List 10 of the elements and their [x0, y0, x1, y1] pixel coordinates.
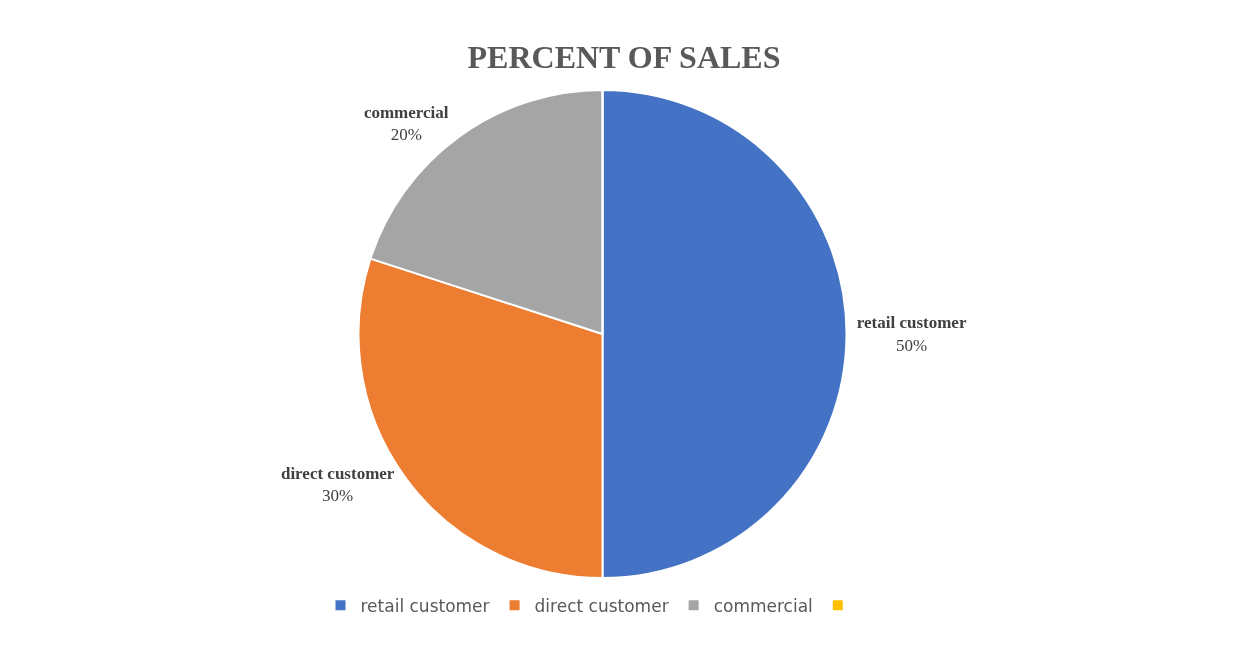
slice-label: commercial — [363, 102, 449, 122]
data-label: 20% — [390, 124, 422, 144]
legend-label: direct customer — [534, 595, 669, 616]
legend-label: commercial — [713, 595, 813, 616]
slice-label: direct customer — [280, 463, 395, 483]
chart-title: PERCENT OF SALES — [467, 38, 781, 75]
slice-label: retail customer — [856, 313, 967, 333]
legend-label: retail customer — [360, 595, 490, 616]
data-label: 30% — [322, 486, 354, 506]
data-label: 50% — [896, 335, 928, 355]
